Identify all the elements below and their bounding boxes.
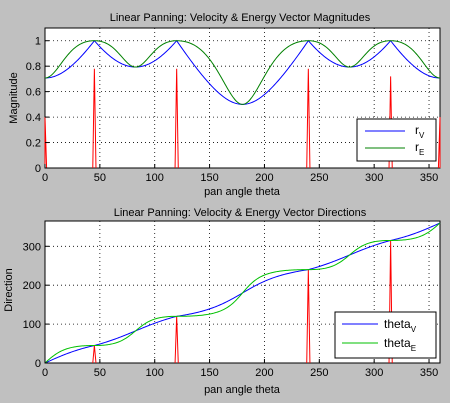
y-tick-label: 0: [35, 358, 41, 370]
chart-1-legend-box: [356, 118, 437, 162]
y-tick-label: 100: [23, 319, 41, 331]
chart-1-legend-label-rv: rV: [415, 123, 425, 140]
y-tick-label: 300: [23, 241, 41, 253]
x-tick-label: 300: [365, 172, 383, 184]
chart-1-title: Linear Panning: Velocity & Energy Vector…: [110, 12, 371, 24]
chart-1-xlabel: pan angle theta: [204, 186, 281, 198]
x-tick-label: 150: [200, 172, 218, 184]
y-tick-label: 0.8: [26, 61, 41, 73]
x-tick-label: 50: [94, 367, 106, 379]
series-line-theta-E: [44, 222, 441, 364]
chart-1-legend: rV rE: [356, 118, 437, 162]
chart-2-xlabel: pan angle theta: [204, 384, 281, 396]
chart-1-series: [44, 39, 441, 105]
x-tick-label: 150: [200, 367, 218, 379]
chart-magnitudes: Linear Panning: Velocity & Energy Vector…: [8, 12, 441, 198]
y-tick-label: 1: [35, 36, 41, 48]
x-tick-label: 200: [255, 367, 273, 379]
chart-2-series: [44, 222, 441, 364]
chart-2-ylabel: Direction: [3, 268, 15, 311]
spike-mark: [92, 68, 97, 169]
chart-directions: Linear Panning: Velocity & Energy Vector…: [3, 207, 441, 396]
chart-2-legend-box: [334, 311, 437, 359]
chart-2-ticks: 0 50 100 150 200 250 300 350 0 100 200 300: [23, 241, 439, 379]
y-tick-label: 0: [35, 163, 41, 175]
x-tick-label: 350: [420, 367, 438, 379]
x-tick-label: 100: [146, 367, 164, 379]
x-tick-label: 0: [42, 172, 48, 184]
y-tick-label: 0.2: [26, 138, 41, 150]
chart-2-title: Linear Panning: Velocity & Energy Vector…: [114, 207, 367, 219]
spike-mark: [174, 68, 179, 169]
y-tick-label: 0.6: [26, 87, 41, 99]
x-tick-label: 200: [255, 172, 273, 184]
series-line-r-E: [44, 40, 441, 105]
x-tick-label: 300: [365, 367, 383, 379]
y-tick-label: 0.4: [26, 112, 41, 124]
spike-mark: [437, 117, 441, 169]
x-tick-label: 50: [94, 172, 106, 184]
x-tick-label: 350: [420, 172, 438, 184]
chart-2-legend-label-thetae: thetaE: [384, 336, 416, 353]
x-tick-label: 250: [310, 367, 328, 379]
x-tick-label: 100: [146, 172, 164, 184]
y-tick-label: 200: [23, 280, 41, 292]
spike-mark: [306, 68, 311, 169]
chart-2-legend-label-thetav: thetaV: [384, 317, 417, 334]
chart-1-ylabel: Magnitude: [8, 72, 20, 123]
chart-1-ticks: 0 50 100 150 200 250 300 350 0 0.2 0.4 0.6 0.8 1: [26, 36, 439, 184]
chart-1-legend-label-re: rE: [415, 140, 424, 157]
chart-2-legend: thetaV thetaE: [334, 311, 437, 359]
x-tick-label: 0: [42, 367, 48, 379]
x-tick-label: 250: [310, 172, 328, 184]
